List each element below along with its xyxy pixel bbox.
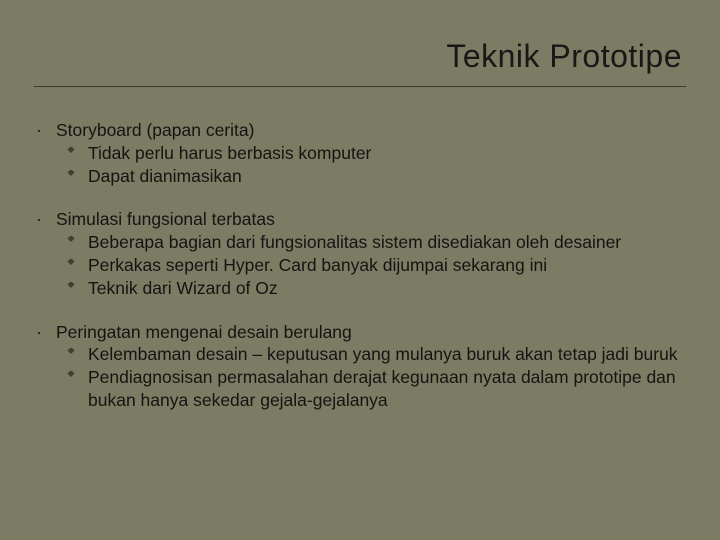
title-underline (34, 86, 686, 87)
section-header-text: Storyboard (papan cerita) (56, 120, 682, 142)
diamond-bullet-icon (66, 231, 88, 245)
diamond-bullet-icon (66, 277, 88, 291)
list-item-text: Kelembaman desain – keputusan yang mulan… (88, 343, 682, 366)
section-header: · Simulasi fungsional terbatas (34, 209, 682, 231)
diamond-bullet-icon (66, 254, 88, 268)
list-item: Beberapa bagian dari fungsionalitas sist… (34, 231, 682, 254)
section-2: · Peringatan mengenai desain berulang Ke… (34, 322, 682, 412)
diamond-bullet-icon (66, 142, 88, 156)
list-item-text: Beberapa bagian dari fungsionalitas sist… (88, 231, 682, 254)
diamond-bullet-icon (66, 366, 88, 380)
list-item: Pendiagnosisan permasalahan derajat kegu… (34, 366, 682, 412)
dot-bullet-icon: · (34, 120, 56, 142)
list-item-text: Tidak perlu harus berbasis komputer (88, 142, 682, 165)
list-item-text: Teknik dari Wizard of Oz (88, 277, 682, 300)
diamond-bullet-icon (66, 165, 88, 179)
section-header: · Storyboard (papan cerita) (34, 120, 682, 142)
section-1: · Simulasi fungsional terbatas Beberapa … (34, 209, 682, 299)
dot-bullet-icon: · (34, 322, 56, 344)
section-header: · Peringatan mengenai desain berulang (34, 322, 682, 344)
list-item: Teknik dari Wizard of Oz (34, 277, 682, 300)
slide-content: · Storyboard (papan cerita) Tidak perlu … (34, 120, 682, 434)
list-item: Perkakas seperti Hyper. Card banyak diju… (34, 254, 682, 277)
list-item-text: Pendiagnosisan permasalahan derajat kegu… (88, 366, 682, 412)
list-item-text: Dapat dianimasikan (88, 165, 682, 188)
list-item: Dapat dianimasikan (34, 165, 682, 188)
title-area: Teknik Prototipe (38, 38, 682, 75)
slide: Teknik Prototipe · Storyboard (papan cer… (0, 0, 720, 540)
list-item-text: Perkakas seperti Hyper. Card banyak diju… (88, 254, 682, 277)
slide-title: Teknik Prototipe (38, 38, 682, 75)
dot-bullet-icon: · (34, 209, 56, 231)
section-0: · Storyboard (papan cerita) Tidak perlu … (34, 120, 682, 187)
section-header-text: Peringatan mengenai desain berulang (56, 322, 682, 344)
list-item: Kelembaman desain – keputusan yang mulan… (34, 343, 682, 366)
section-header-text: Simulasi fungsional terbatas (56, 209, 682, 231)
list-item: Tidak perlu harus berbasis komputer (34, 142, 682, 165)
diamond-bullet-icon (66, 343, 88, 357)
